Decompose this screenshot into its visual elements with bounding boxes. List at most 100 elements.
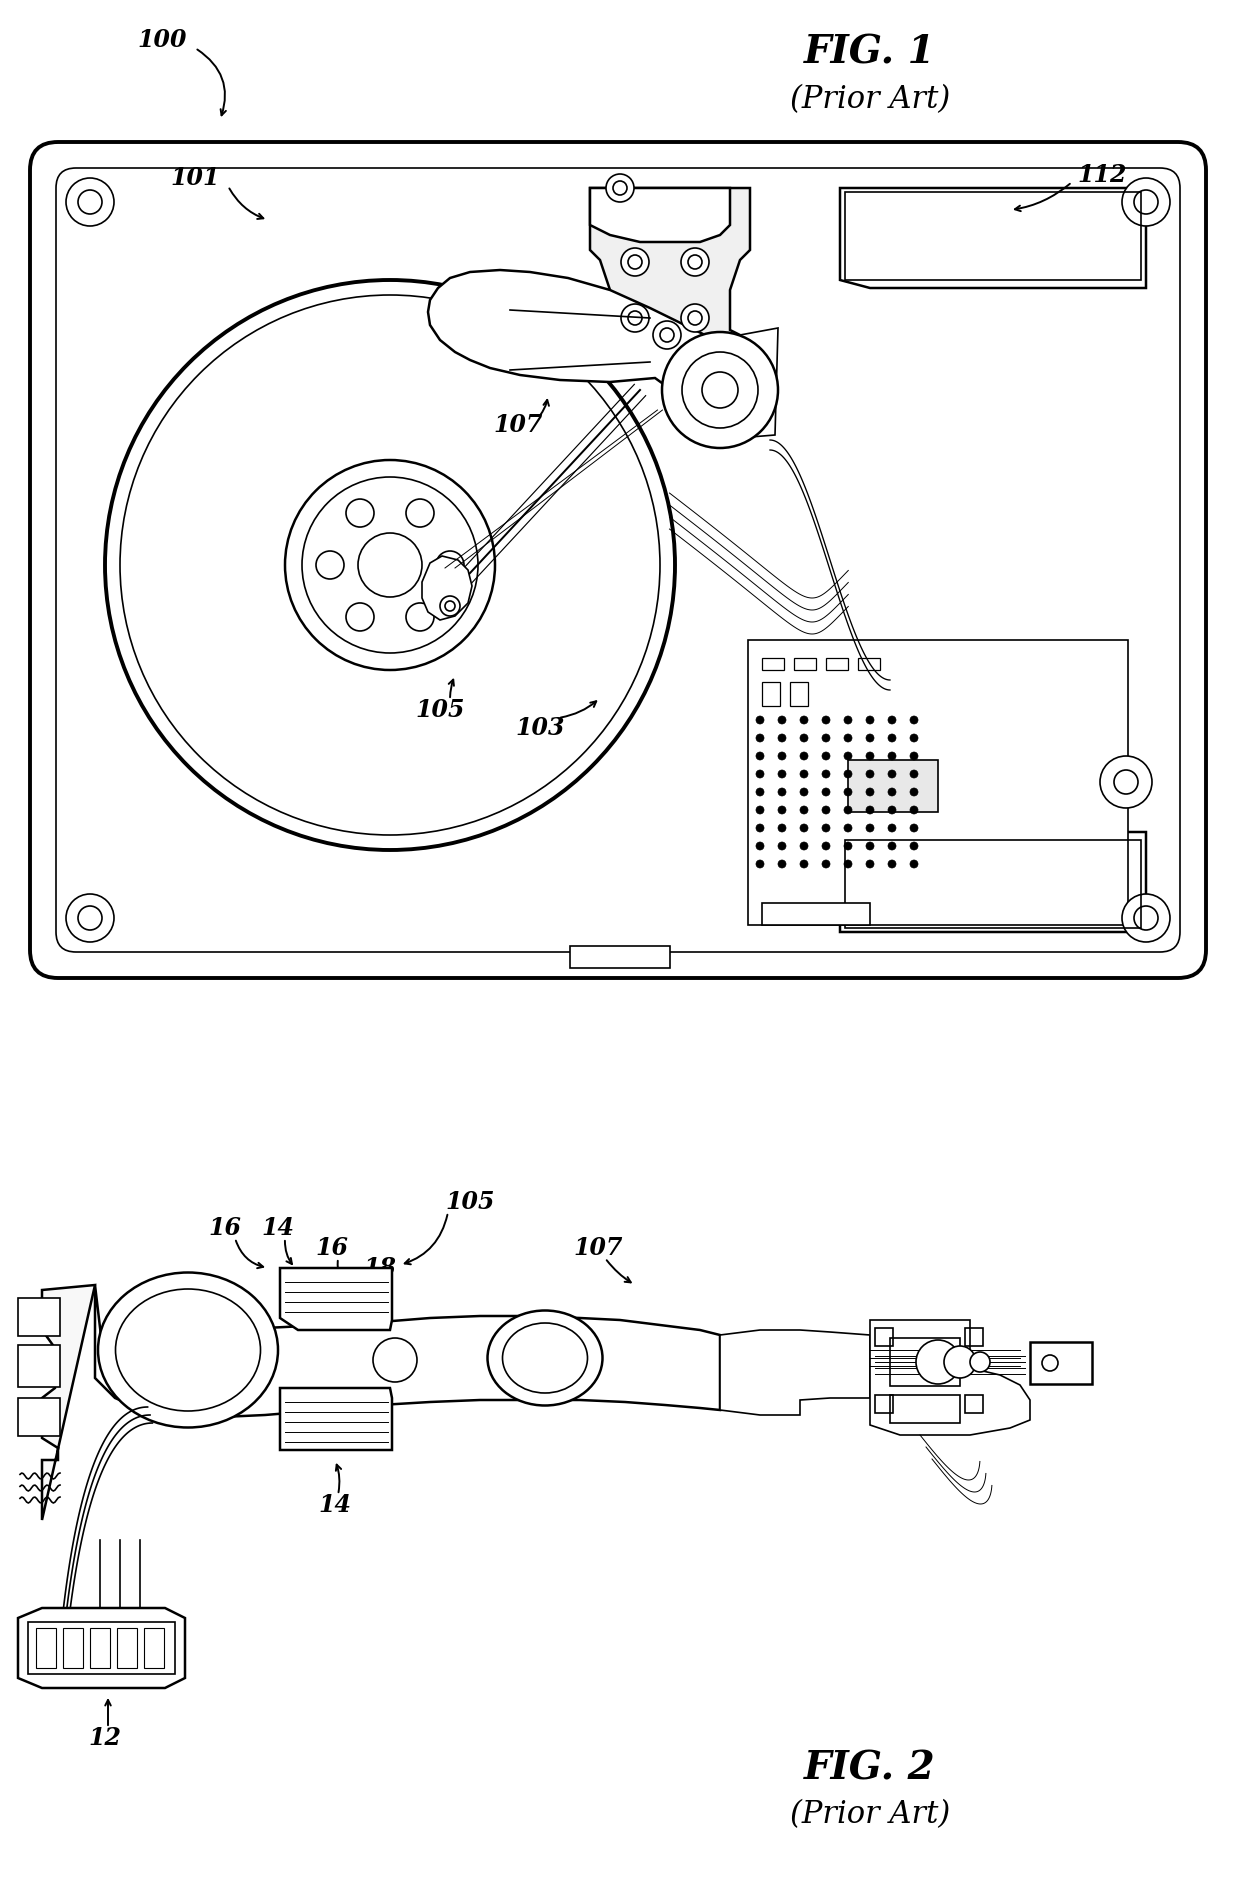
Circle shape bbox=[910, 806, 918, 814]
Circle shape bbox=[681, 304, 709, 333]
Polygon shape bbox=[839, 188, 1146, 287]
FancyBboxPatch shape bbox=[794, 658, 816, 669]
FancyBboxPatch shape bbox=[1030, 1342, 1092, 1384]
FancyBboxPatch shape bbox=[848, 760, 937, 812]
FancyBboxPatch shape bbox=[826, 658, 848, 669]
Circle shape bbox=[621, 304, 649, 333]
Text: (Prior Art): (Prior Art) bbox=[790, 1800, 950, 1831]
FancyBboxPatch shape bbox=[763, 658, 784, 669]
Circle shape bbox=[681, 247, 709, 276]
Circle shape bbox=[910, 717, 918, 724]
Text: 112: 112 bbox=[1078, 163, 1127, 186]
Circle shape bbox=[613, 181, 627, 196]
Circle shape bbox=[777, 859, 786, 869]
Circle shape bbox=[888, 770, 897, 778]
Circle shape bbox=[436, 551, 464, 580]
Text: 107: 107 bbox=[494, 413, 543, 437]
Circle shape bbox=[777, 842, 786, 850]
Circle shape bbox=[777, 823, 786, 833]
Circle shape bbox=[822, 842, 830, 850]
Circle shape bbox=[756, 859, 764, 869]
Circle shape bbox=[844, 734, 852, 741]
Circle shape bbox=[440, 597, 460, 616]
Circle shape bbox=[888, 789, 897, 797]
FancyBboxPatch shape bbox=[570, 947, 670, 968]
Circle shape bbox=[662, 333, 777, 449]
Circle shape bbox=[822, 823, 830, 833]
Circle shape bbox=[910, 859, 918, 869]
Circle shape bbox=[916, 1340, 960, 1384]
Polygon shape bbox=[42, 1285, 95, 1521]
Circle shape bbox=[756, 823, 764, 833]
Circle shape bbox=[800, 823, 808, 833]
Text: 105: 105 bbox=[415, 698, 465, 722]
Circle shape bbox=[844, 717, 852, 724]
Circle shape bbox=[800, 859, 808, 869]
Circle shape bbox=[944, 1346, 976, 1378]
Circle shape bbox=[910, 753, 918, 760]
Polygon shape bbox=[763, 903, 870, 926]
Circle shape bbox=[844, 770, 852, 778]
Circle shape bbox=[822, 789, 830, 797]
FancyBboxPatch shape bbox=[36, 1627, 56, 1667]
Circle shape bbox=[866, 717, 874, 724]
FancyBboxPatch shape bbox=[763, 682, 780, 705]
FancyBboxPatch shape bbox=[858, 658, 880, 669]
Circle shape bbox=[822, 770, 830, 778]
Circle shape bbox=[1135, 190, 1158, 215]
Circle shape bbox=[822, 806, 830, 814]
Circle shape bbox=[822, 859, 830, 869]
Circle shape bbox=[822, 753, 830, 760]
Circle shape bbox=[844, 859, 852, 869]
Circle shape bbox=[844, 806, 852, 814]
Circle shape bbox=[970, 1352, 990, 1373]
Circle shape bbox=[777, 734, 786, 741]
Circle shape bbox=[66, 893, 114, 943]
Circle shape bbox=[285, 460, 495, 669]
FancyBboxPatch shape bbox=[19, 1397, 60, 1435]
Text: 103: 103 bbox=[516, 717, 564, 739]
Circle shape bbox=[800, 734, 808, 741]
Circle shape bbox=[78, 907, 102, 930]
Circle shape bbox=[866, 734, 874, 741]
Circle shape bbox=[756, 770, 764, 778]
Text: 14: 14 bbox=[319, 1492, 351, 1517]
Polygon shape bbox=[870, 1319, 1030, 1435]
FancyBboxPatch shape bbox=[19, 1298, 60, 1336]
Polygon shape bbox=[280, 1388, 392, 1450]
Polygon shape bbox=[422, 555, 472, 620]
Circle shape bbox=[660, 329, 675, 342]
Polygon shape bbox=[590, 188, 750, 335]
Circle shape bbox=[777, 806, 786, 814]
Circle shape bbox=[822, 717, 830, 724]
Circle shape bbox=[303, 477, 477, 654]
Circle shape bbox=[445, 601, 455, 610]
Text: 16: 16 bbox=[208, 1217, 242, 1239]
Circle shape bbox=[66, 179, 114, 226]
Circle shape bbox=[777, 789, 786, 797]
Circle shape bbox=[844, 823, 852, 833]
Circle shape bbox=[800, 717, 808, 724]
Circle shape bbox=[800, 806, 808, 814]
Circle shape bbox=[910, 734, 918, 741]
Circle shape bbox=[888, 734, 897, 741]
FancyBboxPatch shape bbox=[790, 682, 808, 705]
Text: (Prior Art): (Prior Art) bbox=[790, 84, 950, 116]
Text: 105: 105 bbox=[445, 1190, 495, 1215]
Text: 16: 16 bbox=[315, 1236, 348, 1260]
Circle shape bbox=[866, 823, 874, 833]
Circle shape bbox=[866, 753, 874, 760]
Ellipse shape bbox=[502, 1323, 588, 1393]
Polygon shape bbox=[738, 329, 777, 437]
Text: 18: 18 bbox=[363, 1257, 397, 1279]
Circle shape bbox=[800, 753, 808, 760]
Polygon shape bbox=[428, 270, 738, 437]
Circle shape bbox=[627, 255, 642, 270]
Circle shape bbox=[373, 1338, 417, 1382]
Circle shape bbox=[888, 717, 897, 724]
Circle shape bbox=[316, 551, 343, 580]
Circle shape bbox=[777, 770, 786, 778]
Circle shape bbox=[777, 753, 786, 760]
Circle shape bbox=[405, 500, 434, 527]
Circle shape bbox=[1114, 770, 1138, 795]
